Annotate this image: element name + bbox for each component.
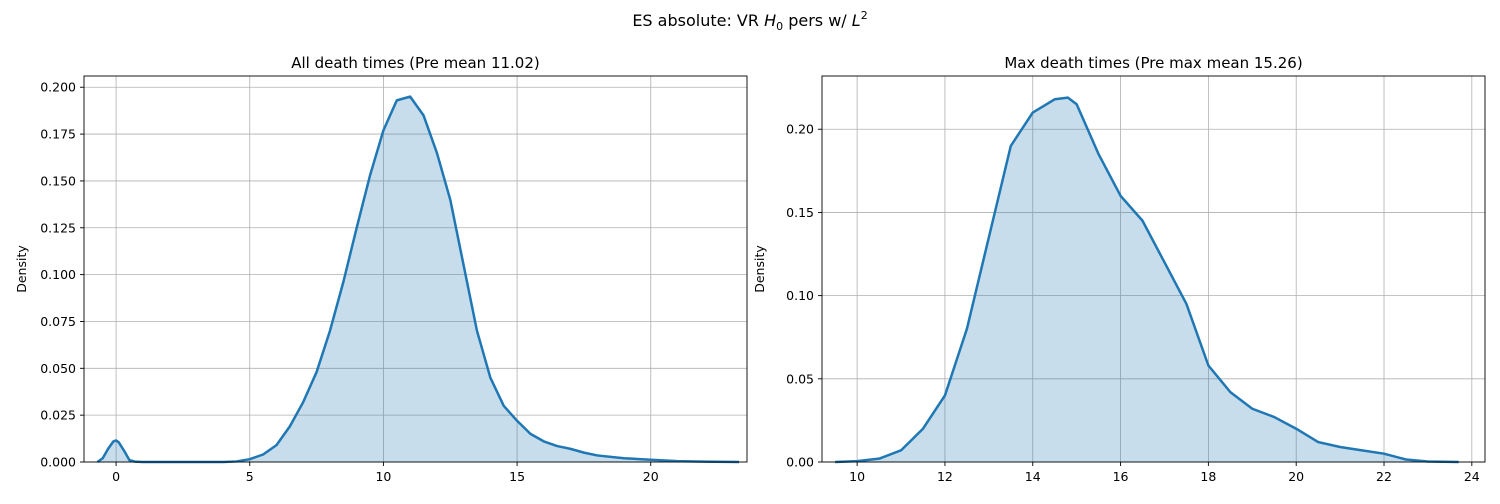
x-tick-label: 16 bbox=[1113, 469, 1129, 484]
y-tick-label: 0.125 bbox=[40, 220, 76, 235]
x-tick-label: 10 bbox=[375, 469, 391, 484]
x-tick-label: 15 bbox=[509, 469, 525, 484]
figure-title-h-sub: 0 bbox=[776, 20, 783, 33]
y-tick-label: 0.175 bbox=[40, 127, 76, 142]
y-tick-label: 0.100 bbox=[40, 267, 76, 282]
chart-title: Max death times (Pre max mean 15.26) bbox=[1004, 54, 1302, 72]
y-axis-label: Density bbox=[752, 245, 767, 293]
figure-title-mid: pers w/ bbox=[783, 11, 852, 30]
figure-title: ES absolute: VR H0 pers w/ L2 bbox=[632, 9, 867, 33]
y-tick-label: 0.025 bbox=[40, 408, 76, 423]
y-tick-label: 0.050 bbox=[40, 361, 76, 376]
x-tick-label: 12 bbox=[937, 469, 953, 484]
y-tick-label: 0.00 bbox=[786, 455, 814, 470]
axes-frame bbox=[821, 75, 1486, 463]
left-chart-panel: 0 5 10 15 20 0.000 0.025 0.050 0.075 0.100 0.125 0.… bbox=[14, 54, 748, 484]
y-tick-label: 0.075 bbox=[40, 314, 76, 329]
y-tick-label: 0.20 bbox=[786, 122, 814, 137]
figure-title-h: H bbox=[764, 11, 776, 30]
x-tick-label: 5 bbox=[246, 469, 254, 484]
density-line bbox=[96, 95, 739, 464]
x-tick-label: 24 bbox=[1464, 469, 1480, 484]
y-tick-label: 0.15 bbox=[786, 205, 814, 220]
x-tick-label: 0 bbox=[112, 469, 120, 484]
y-tick-label: 0.05 bbox=[786, 371, 814, 386]
x-tick-label: 14 bbox=[1025, 469, 1041, 484]
figure-title-prefix: ES absolute: VR bbox=[632, 11, 764, 30]
y-tick-label: 0.000 bbox=[40, 455, 76, 470]
figure-title-l-sup: 2 bbox=[861, 9, 868, 22]
density-area bbox=[97, 96, 739, 463]
x-tick-label: 22 bbox=[1376, 469, 1392, 484]
right-chart-panel: 10 12 14 16 18 20 22 24 0.00 0.05 0.10 0.15 0.20 Max … bbox=[752, 54, 1486, 484]
axes-frame bbox=[83, 75, 748, 463]
x-tick-label: 10 bbox=[849, 469, 865, 484]
y-axis-label: Density bbox=[14, 245, 29, 293]
chart-title: All death times (Pre mean 11.02) bbox=[291, 54, 540, 72]
density-line bbox=[835, 96, 1459, 464]
y-tick-label: 0.200 bbox=[40, 80, 76, 95]
density-area bbox=[835, 97, 1459, 463]
x-tick-label: 20 bbox=[1288, 469, 1304, 484]
x-tick-label: 20 bbox=[643, 469, 659, 484]
figure-title-l: L bbox=[852, 11, 861, 30]
y-tick-label: 0.150 bbox=[40, 173, 76, 188]
y-tick-label: 0.10 bbox=[786, 288, 814, 303]
x-tick-label: 18 bbox=[1200, 469, 1216, 484]
